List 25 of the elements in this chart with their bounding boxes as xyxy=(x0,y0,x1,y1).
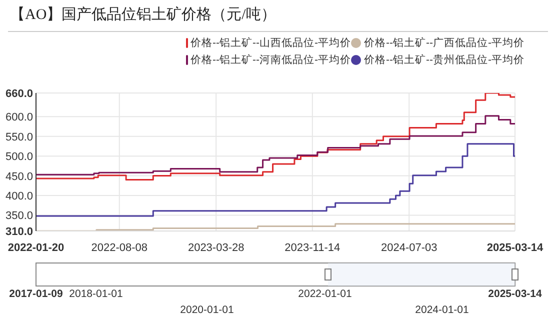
text: 2024-01-01 xyxy=(415,304,470,316)
x-tick-label: 2023-03-28 xyxy=(188,242,244,254)
legend-label: 价格--铝土矿--广西低品位-平均价 xyxy=(363,36,526,50)
legend-label: 价格--铝土矿--山西低品位-平均价 xyxy=(190,36,351,50)
x-tick-label: 2022-08-08 xyxy=(91,242,148,254)
text: 2017-01-09 xyxy=(9,288,64,300)
y-tick-label: 600.0 xyxy=(5,112,33,124)
y-tick-label: 400.0 xyxy=(5,190,33,203)
y-tick-label: 500.0 xyxy=(5,151,33,164)
y-tick-label: 310.0 xyxy=(5,226,33,238)
y-tick-label: 350.0 xyxy=(5,210,33,222)
legend-label: 价格--铝土矿--河南低品位-平均价 xyxy=(190,53,351,67)
x-tick-label: 2023-11-14 xyxy=(284,242,340,254)
x-tick-label: 2022-01-20 xyxy=(8,242,64,254)
text: 2020-01-01 xyxy=(180,304,234,316)
y-tick-label: 450.0 xyxy=(5,170,33,183)
chart-title: 【AO】国产低品位铝土矿价格（元/吨） xyxy=(10,5,276,24)
legend-label: 价格--铝土矿--贵州低品位-平均价 xyxy=(363,53,526,67)
text: 2022-01-01 xyxy=(298,288,352,300)
text: 2018-01-01 xyxy=(69,288,124,300)
text: 2025-03-14 xyxy=(488,288,542,300)
x-tick-label: 2024-07-03 xyxy=(380,242,438,254)
y-tick-label: 660.0 xyxy=(5,88,33,100)
x-tick-label: 2025-03-14 xyxy=(486,242,544,254)
y-tick-label: 550.0 xyxy=(5,131,33,144)
